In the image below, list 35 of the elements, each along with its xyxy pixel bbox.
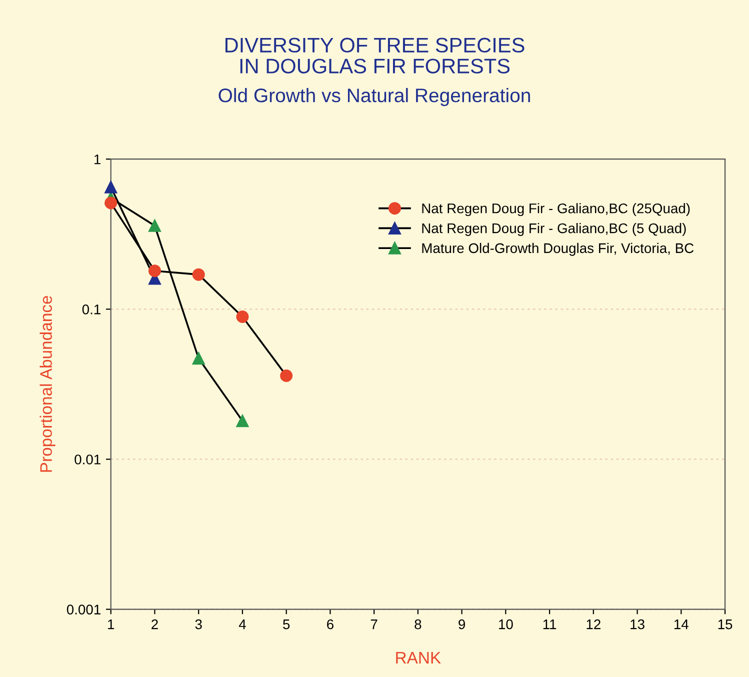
point [104,180,118,194]
x-tick-label: 3 [195,619,202,630]
y-axis-title: Proportional Abundance [40,296,56,472]
x-tick-label: 13 [630,619,644,630]
y-tick-label: 0.1 [82,304,100,314]
x-tick-label: 12 [586,619,600,630]
x-tick-label: 8 [414,619,422,630]
x-tick-label: 5 [283,620,290,630]
y-tick-label: 0.01 [74,454,100,464]
point [148,264,161,278]
x-tick-label: 9 [458,619,466,630]
x-tick-label: 4 [238,620,246,630]
x-tick-label: 15 [718,620,732,630]
point [192,268,205,281]
point [104,196,118,210]
point [192,352,205,365]
chart-subtitle: Old Growth vs Natural Regeneration [218,88,530,106]
legend-label: Mature Old-Growth Douglas Fir, Victoria, BC [422,242,694,256]
x-tick-label: 14 [674,620,688,630]
y-tick-label: 0.001 [66,604,100,614]
x-tick-label: 11 [543,620,556,630]
point [280,370,293,382]
point [236,310,249,324]
legend-label: Nat Regen Doug Fir - Galiano,BC (25Quad) [422,203,690,216]
x-tick-label: 1 [108,620,114,630]
point [148,219,161,232]
chart-title: DIVERSITY OF TREE SPECIES IN DOUGLAS FIR FORESTS [226,38,524,74]
y-tick-label: 1 [94,154,100,164]
point [236,414,249,428]
x-axis-title: RANK [396,652,441,664]
legend-label: Nat Regen Doug Fir - Galiano,BC (5 Quad) [422,223,686,236]
x-tick-label: 7 [370,620,378,630]
x-tick-label: 6 [327,619,334,630]
x-tick-label: 10 [499,619,513,630]
x-tick-label: 2 [152,619,158,630]
